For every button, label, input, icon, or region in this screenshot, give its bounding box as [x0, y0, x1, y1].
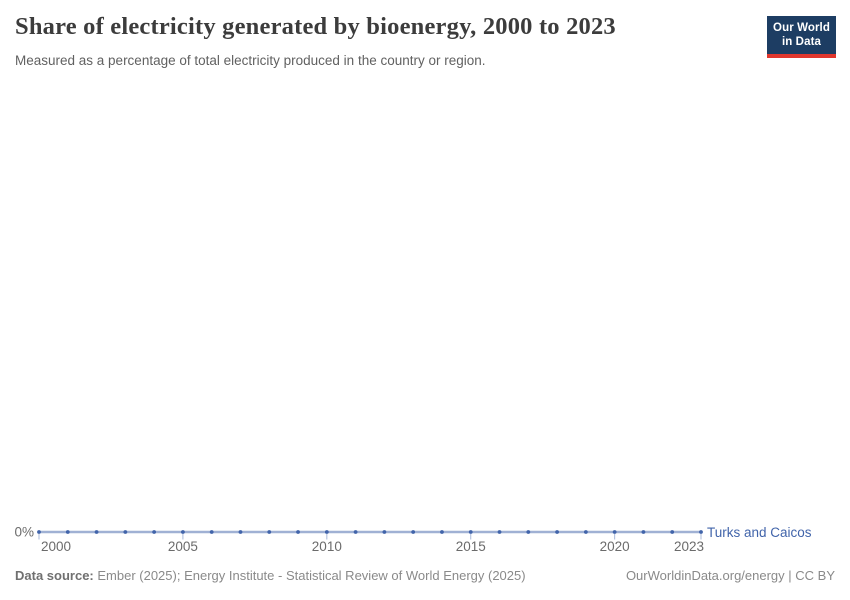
data-source-note: Data source: Ember (2025); Energy Instit…	[15, 568, 526, 583]
owid-url-license[interactable]: OurWorldinData.org/energy | CC BY	[625, 568, 835, 583]
x-axis-tick-label: 2010	[312, 539, 342, 554]
series-label[interactable]: Turks and Caicos	[707, 525, 812, 540]
data-point-marker[interactable]	[670, 530, 675, 534]
owid-logo-line1: Our World	[773, 22, 830, 34]
data-point-marker[interactable]	[555, 530, 559, 534]
owid-logo[interactable]: Our World in Data	[767, 16, 836, 58]
data-source-label: Data source:	[15, 568, 94, 583]
chart-subtitle: Measured as a percentage of total electr…	[15, 53, 486, 68]
data-point-marker[interactable]	[94, 530, 99, 534]
data-point-marker[interactable]	[468, 530, 473, 534]
x-axis-tick-label: 2015	[456, 539, 486, 554]
data-source-text: Ember (2025); Energy Institute - Statist…	[93, 568, 526, 583]
data-point-marker[interactable]	[152, 530, 157, 534]
data-point-marker[interactable]	[238, 530, 243, 534]
data-point-marker[interactable]	[324, 530, 329, 534]
data-point-marker[interactable]	[699, 530, 703, 534]
data-point-marker[interactable]	[296, 530, 300, 534]
data-point-marker[interactable]	[440, 530, 444, 534]
chart-title: Share of electricity generated by bioene…	[15, 13, 616, 40]
x-axis-tick-label: 2020	[600, 539, 630, 554]
data-point-marker[interactable]	[181, 530, 185, 534]
data-point-marker[interactable]	[583, 530, 588, 534]
data-point-marker[interactable]	[526, 530, 531, 534]
data-point-marker[interactable]	[497, 530, 502, 534]
data-point-marker[interactable]	[37, 530, 41, 534]
y-axis-tick-label: 0%	[14, 525, 34, 540]
data-point-marker[interactable]	[209, 530, 214, 534]
data-point-marker[interactable]	[267, 530, 272, 534]
x-axis-tick-label: 2023	[674, 539, 704, 554]
data-point-marker[interactable]	[65, 530, 70, 534]
owid-logo-line2: in Data	[781, 36, 822, 49]
data-point-marker[interactable]	[641, 530, 646, 534]
data-point-marker[interactable]	[382, 530, 387, 534]
data-point-marker[interactable]	[411, 530, 416, 534]
data-point-marker[interactable]	[123, 530, 128, 534]
x-axis-tick-label: 2000	[41, 539, 71, 554]
x-axis-tick-label: 2005	[168, 539, 198, 554]
data-point-marker[interactable]	[612, 530, 617, 534]
data-point-marker[interactable]	[353, 530, 358, 534]
chart-footer: Data source: Ember (2025); Energy Instit…	[15, 568, 835, 583]
